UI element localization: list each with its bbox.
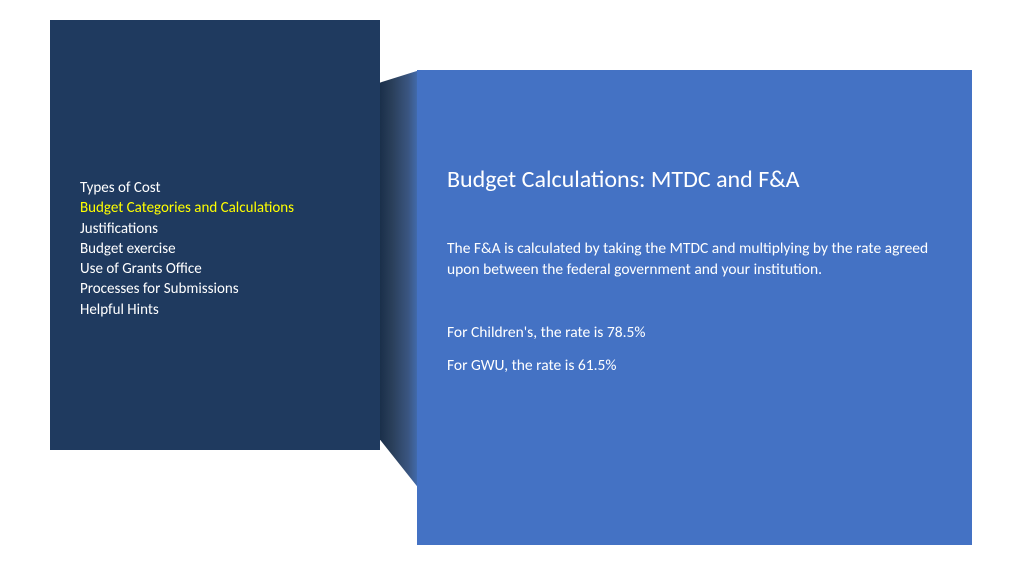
content-panel: Budget Calculations: MTDC and F&A The F&… xyxy=(417,70,972,545)
nav-item: Justifications xyxy=(80,219,350,239)
nav-item: Types of Cost xyxy=(80,178,350,198)
slide-title: Budget Calculations: MTDC and F&A xyxy=(447,165,942,194)
nav-list: Types of CostBudget Categories and Calcu… xyxy=(80,178,350,320)
navigation-panel: Types of CostBudget Categories and Calcu… xyxy=(50,20,380,450)
slide-body-paragraph: The F&A is calculated by taking the MTDC… xyxy=(447,239,942,281)
nav-item: Processes for Submissions xyxy=(80,279,350,299)
nav-item: Use of Grants Office xyxy=(80,259,350,279)
rate-line-gwu: For GWU, the rate is 61.5% xyxy=(447,356,942,377)
panel-connector-shape xyxy=(380,70,420,490)
rate-line-childrens: For Children's, the rate is 78.5% xyxy=(447,323,942,344)
nav-item: Budget exercise xyxy=(80,239,350,259)
nav-item: Helpful Hints xyxy=(80,300,350,320)
nav-item: Budget Categories and Calculations xyxy=(80,198,350,218)
